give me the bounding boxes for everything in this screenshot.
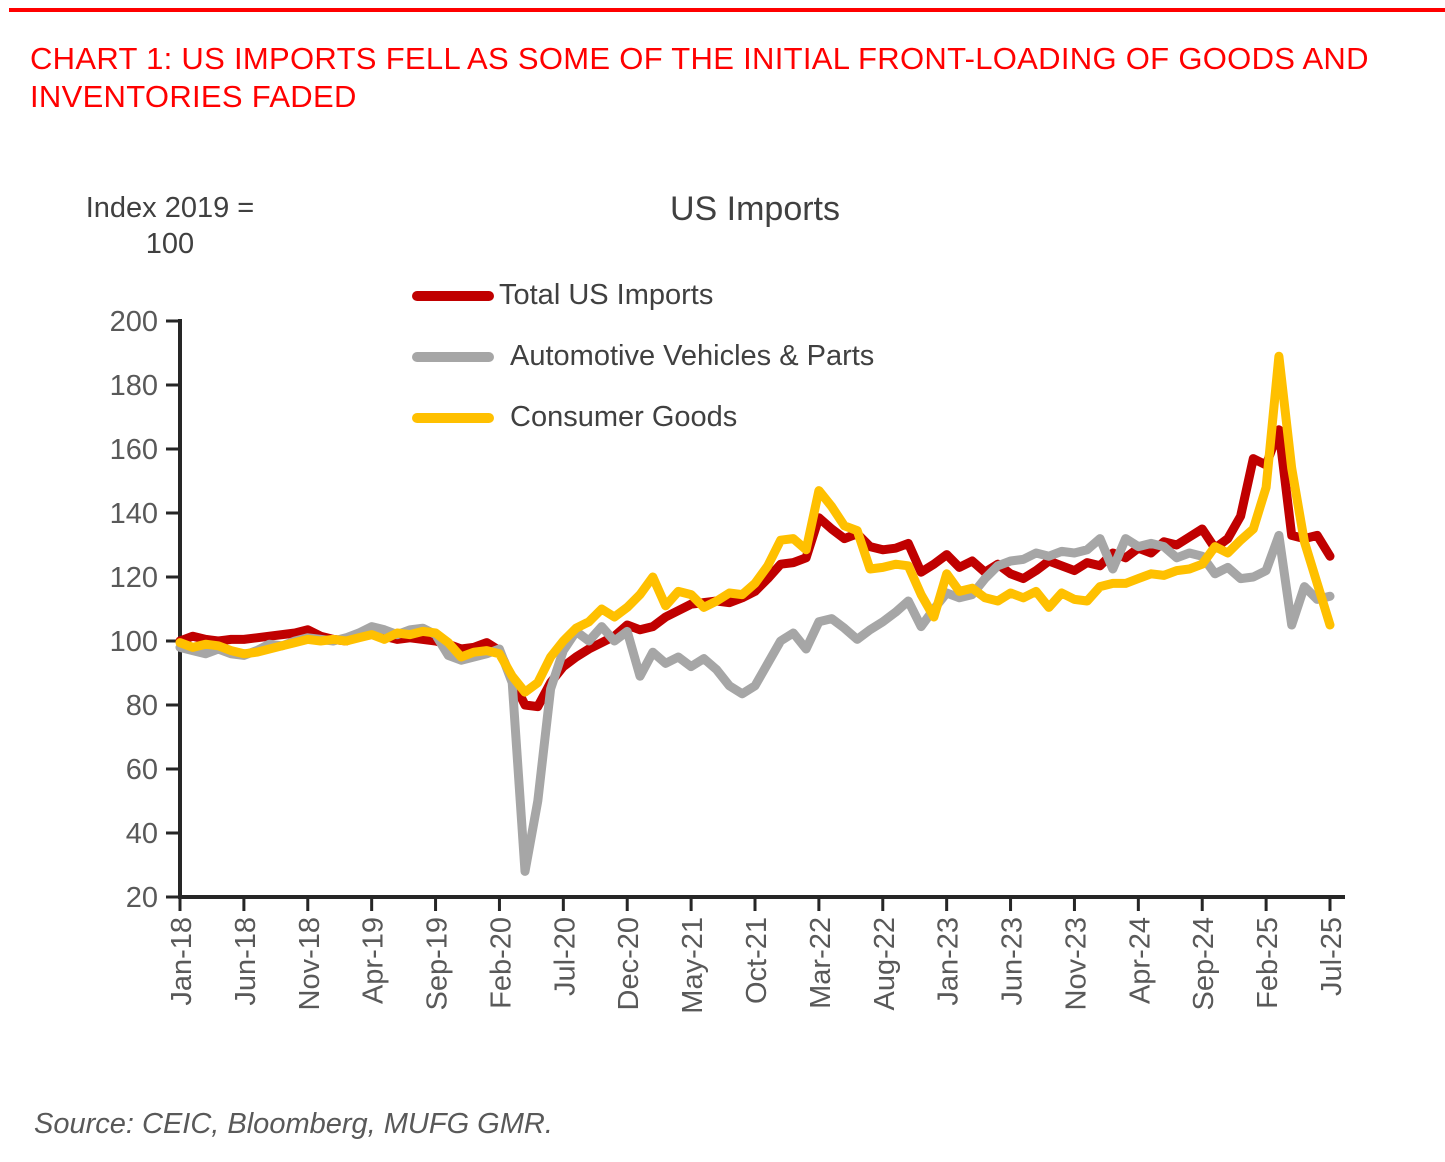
x-tick-label: Jul-20 xyxy=(549,917,581,996)
legend-label: Total US Imports xyxy=(499,279,714,311)
x-tick-label: May-21 xyxy=(677,917,709,1014)
legend-label: Automotive Vehicles & Parts xyxy=(510,340,875,372)
series-line-total-us-imports xyxy=(175,425,1335,712)
x-tick-label: Apr-19 xyxy=(358,917,390,1004)
x-tick-label: Jan-23 xyxy=(933,917,965,1006)
y-tick-label: 160 xyxy=(110,434,158,466)
y-tick-label: 40 xyxy=(126,818,158,850)
x-tick-label: Jun-18 xyxy=(230,917,262,1006)
x-tick-label: Oct-21 xyxy=(741,917,773,1004)
x-tick-label: Jan-18 xyxy=(166,917,198,1006)
legend-label: Consumer Goods xyxy=(510,401,738,433)
source-line: Source: CEIC, Bloomberg, MUFG GMR. xyxy=(34,1108,553,1140)
x-tick-label: Aug-22 xyxy=(869,917,901,1011)
series-line-consumer-goods xyxy=(175,351,1335,697)
top-rule xyxy=(9,8,1445,12)
x-tick-label: Feb-20 xyxy=(485,917,517,1009)
x-tick-label: Dec-20 xyxy=(613,917,645,1011)
x-tick-label: Sep-24 xyxy=(1188,917,1220,1011)
x-tick-label: Nov-23 xyxy=(1060,917,1092,1011)
y-tick-label: 120 xyxy=(110,562,158,594)
y-tick-label: 180 xyxy=(110,370,158,402)
series-line-automotive-vehicles-parts xyxy=(175,530,1335,876)
legend-item-3: Consumer Goods xyxy=(412,401,874,433)
y-tick-label: 100 xyxy=(110,626,158,658)
x-tick-label: Jun-23 xyxy=(997,917,1029,1006)
chart-heading: CHART 1: US IMPORTS FELL AS SOME OF THE … xyxy=(30,41,1369,114)
x-tick-label: Jul-25 xyxy=(1316,917,1348,996)
plot-title: US Imports xyxy=(669,190,841,228)
legend: Total US Imports Automotive Vehicles & Pa… xyxy=(412,279,875,463)
x-tick-label: Mar-22 xyxy=(805,917,837,1009)
y-tick-label: 60 xyxy=(126,754,158,786)
x-tick-label: Nov-18 xyxy=(294,917,326,1011)
y-tick-label: 20 xyxy=(126,882,158,914)
y-tick-label: 200 xyxy=(110,306,158,338)
legend-swatch xyxy=(412,412,494,423)
y-axis-note: Index 2019 = 100 xyxy=(50,190,290,262)
legend-item-1: Total US Imports xyxy=(412,279,874,311)
x-tick-label: Apr-24 xyxy=(1124,917,1156,1004)
y-tick-label: 80 xyxy=(126,690,158,722)
x-tick-label: Feb-25 xyxy=(1252,917,1284,1009)
y-tick-label: 140 xyxy=(110,498,158,530)
legend-swatch xyxy=(412,290,494,301)
legend-swatch xyxy=(412,351,494,362)
y-axis-note-line1: Index 2019 = xyxy=(85,192,255,224)
legend-item-2: Automotive Vehicles & Parts xyxy=(412,340,875,372)
x-tick-label: Sep-19 xyxy=(422,917,454,1011)
y-axis-note-line2: 100 xyxy=(145,228,195,260)
